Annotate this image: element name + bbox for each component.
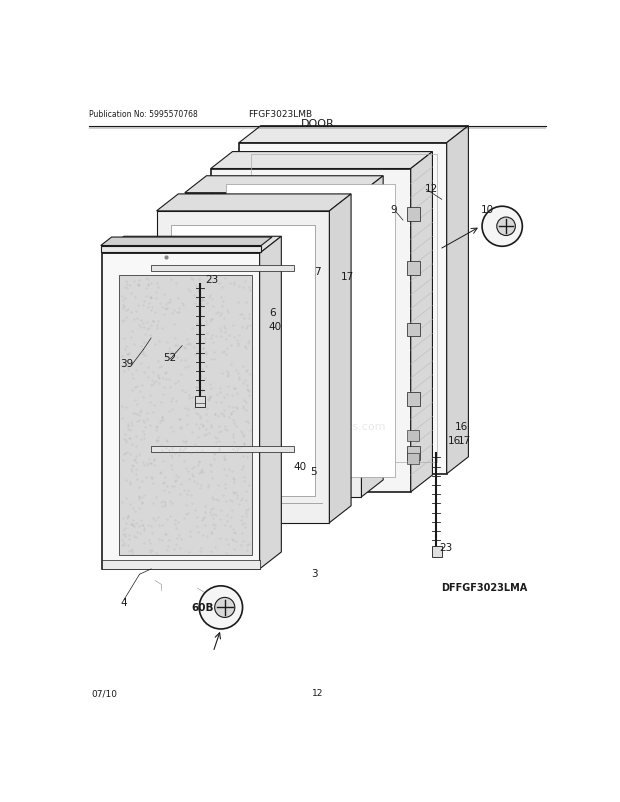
Polygon shape	[407, 446, 420, 460]
Text: 6: 6	[270, 308, 277, 318]
Text: eReplacementParts.com: eReplacementParts.com	[250, 422, 386, 432]
Polygon shape	[211, 152, 433, 169]
Polygon shape	[156, 212, 329, 523]
Polygon shape	[195, 396, 205, 407]
Text: 7: 7	[314, 266, 321, 277]
Text: DFFGF3023LMA: DFFGF3023LMA	[441, 582, 527, 592]
Text: 60B: 60B	[192, 602, 215, 613]
Polygon shape	[432, 546, 441, 557]
Polygon shape	[239, 127, 469, 144]
Text: 39: 39	[120, 358, 133, 369]
Polygon shape	[226, 184, 396, 477]
Polygon shape	[407, 454, 419, 464]
Polygon shape	[185, 193, 361, 497]
Polygon shape	[410, 152, 433, 492]
Polygon shape	[170, 225, 316, 496]
Polygon shape	[151, 265, 294, 272]
Text: 9: 9	[391, 205, 397, 215]
Text: 16: 16	[448, 435, 461, 446]
Polygon shape	[119, 275, 252, 555]
Text: 07/10: 07/10	[92, 689, 117, 698]
Text: 23: 23	[440, 543, 453, 553]
Text: 3: 3	[312, 568, 318, 578]
Text: 17: 17	[341, 272, 354, 282]
Polygon shape	[211, 169, 410, 492]
Text: DOOR: DOOR	[301, 119, 335, 129]
Text: 23: 23	[205, 274, 219, 284]
Text: FFGF3023LMB: FFGF3023LMB	[248, 110, 312, 119]
Text: 40: 40	[293, 462, 306, 472]
Polygon shape	[100, 246, 261, 253]
Text: 10: 10	[480, 205, 494, 215]
Polygon shape	[407, 392, 420, 406]
Polygon shape	[329, 195, 351, 523]
Polygon shape	[102, 254, 260, 569]
Polygon shape	[100, 237, 272, 246]
Text: 17: 17	[458, 435, 471, 446]
Polygon shape	[156, 195, 351, 212]
Polygon shape	[185, 176, 383, 193]
Polygon shape	[102, 237, 281, 254]
Text: Publication No: 5995570768: Publication No: 5995570768	[89, 110, 198, 119]
Text: 4: 4	[120, 597, 126, 607]
Polygon shape	[151, 447, 294, 452]
Circle shape	[497, 218, 515, 237]
Text: 12: 12	[312, 689, 324, 698]
Text: 16: 16	[455, 422, 468, 432]
Polygon shape	[407, 431, 419, 442]
Circle shape	[482, 207, 522, 247]
Polygon shape	[361, 176, 383, 497]
Text: 5: 5	[310, 467, 317, 476]
Polygon shape	[407, 261, 420, 275]
Polygon shape	[446, 127, 469, 474]
Polygon shape	[407, 323, 420, 337]
Circle shape	[215, 597, 235, 618]
Polygon shape	[239, 144, 446, 474]
Polygon shape	[260, 237, 281, 569]
Text: 12: 12	[425, 184, 438, 193]
Polygon shape	[102, 560, 260, 569]
Polygon shape	[407, 208, 420, 221]
Text: 52: 52	[162, 353, 176, 363]
Text: 40: 40	[269, 322, 282, 332]
Circle shape	[199, 586, 242, 630]
